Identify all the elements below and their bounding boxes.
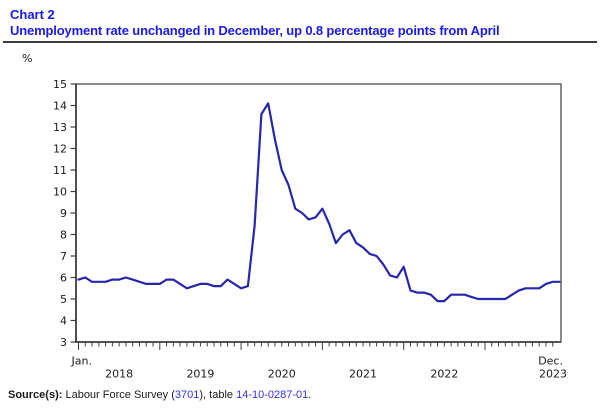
source-prefix: Source(s): [8,389,63,401]
source-text-1: Labour Force Survey ( [62,389,175,401]
y-tick-label: 7 [60,250,67,263]
y-tick-label: 6 [60,271,67,284]
unemployment-line-chart: 3 4 5 6 7 8 9 10 11 12 13 14 15 Jan. Dec. 2018 2019 2020 2… [53,78,567,381]
y-tick-label: 3 [60,336,67,349]
y-tick-label: 8 [60,228,67,241]
chart-title: Unemployment rate unchanged in December,… [10,23,500,38]
y-tick-label: 11 [53,164,67,177]
x-year-label: 2021 [349,368,377,381]
source-text-2: ), table [199,389,237,401]
source-link-survey[interactable]: 3701 [174,389,200,401]
y-tick-label: 12 [53,142,67,155]
x-end-label: Dec. [538,355,563,368]
x-start-label: Jan. [71,355,92,368]
y-tick-label: 9 [60,207,67,220]
source-note: Source(s): Labour Force Survey (3701), t… [8,389,311,401]
unemployment-rate-line [77,102,561,303]
y-tick-label: 13 [53,121,67,134]
y-tick-label: 15 [53,78,67,91]
chart-number: Chart 2 [10,7,55,22]
y-tick-label: 10 [53,185,67,198]
x-year-label: 2018 [105,368,133,381]
x-year-label: 2019 [186,368,214,381]
y-axis-unit-label: % [22,52,33,65]
x-year-label: 2022 [430,368,458,381]
source-text-3: . [308,389,312,401]
source-link-table[interactable]: 14-10-0287-01 [236,389,309,401]
x-year-label: 2020 [268,368,296,381]
x-year-label: 2023 [539,368,567,381]
title-divider [3,41,597,43]
y-tick-label: 14 [53,99,67,112]
y-tick-label: 5 [60,293,67,306]
y-tick-label: 4 [60,314,67,327]
